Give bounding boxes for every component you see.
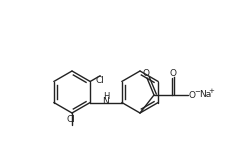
Text: O: O [142,69,150,78]
Text: Cl: Cl [96,76,105,85]
Text: O: O [169,69,176,78]
Text: N: N [103,97,109,106]
Text: Na: Na [199,90,211,99]
Text: −: − [195,89,200,95]
Text: Cl: Cl [67,115,76,124]
Text: +: + [208,88,214,94]
Text: O: O [189,90,196,99]
Text: H: H [103,92,109,101]
